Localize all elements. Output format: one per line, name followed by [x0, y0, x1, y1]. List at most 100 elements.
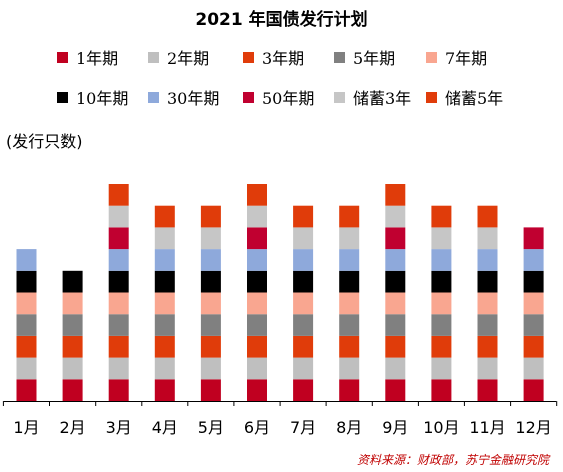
bar-segment [108, 249, 129, 271]
bar-segment [154, 335, 175, 358]
bar-segment [108, 270, 129, 293]
bar-segment [200, 379, 221, 401]
x-tick-label: 12月 [515, 418, 551, 437]
x-tick-label: 1月 [13, 418, 39, 437]
bar-segment [431, 314, 452, 336]
source-note: 资料来源：财政部，苏宁金融研究院 [356, 453, 549, 467]
bar-segment [431, 270, 452, 293]
bar-segment [62, 357, 83, 380]
bar-segment [339, 379, 360, 401]
bar-segment [293, 292, 314, 315]
bar-segment [431, 227, 452, 250]
bar-segment [523, 227, 544, 250]
bar-segment [523, 292, 544, 315]
bar-segment [477, 227, 498, 250]
legend-label: 储蓄5年 [445, 89, 504, 108]
bar-segment [62, 335, 83, 358]
bar-segment [16, 379, 37, 401]
bar-segment [523, 379, 544, 401]
bar-segment [247, 227, 267, 250]
bar-segment [293, 379, 314, 401]
bar-segment [16, 270, 37, 293]
bar-segment [154, 357, 175, 380]
bar-segment [385, 314, 406, 336]
bar-segment [293, 205, 314, 228]
x-tick-label: 5月 [198, 418, 224, 437]
bar-segment [523, 314, 544, 336]
bar-segment [477, 357, 498, 380]
x-tick-label: 8月 [336, 418, 362, 437]
bar-segment [385, 184, 406, 206]
x-tick-label: 9月 [382, 418, 408, 437]
bar-segment [523, 249, 544, 271]
bar-segment [16, 292, 37, 315]
bar-segment [247, 184, 267, 206]
bar-segment [431, 335, 452, 358]
bar-segment [523, 357, 544, 380]
bar-segment [154, 227, 175, 250]
bar-segment [339, 249, 360, 271]
bar-segment [247, 205, 267, 228]
bar-segment [154, 249, 175, 271]
bar-segment [154, 292, 175, 315]
bar-segment [247, 379, 267, 401]
bar-segment [293, 227, 314, 250]
bar-segment [385, 205, 406, 228]
bar-segment [385, 357, 406, 380]
bar-segment [431, 249, 452, 271]
legend-label: 1年期 [76, 49, 119, 68]
legend-item-8: 储蓄3年 [334, 90, 411, 108]
legend-swatch [426, 92, 437, 103]
legend-swatch [243, 92, 254, 103]
bar-segment [385, 379, 406, 401]
bar-segment [431, 357, 452, 380]
legend-swatch [57, 92, 68, 103]
x-tick-label: 10月 [423, 418, 459, 437]
legend-item-1: 2年期 [148, 50, 209, 68]
bar-segment [200, 292, 221, 315]
bar-segment [200, 270, 221, 293]
bar-segment [200, 227, 221, 250]
legend-item-9: 储蓄5年 [426, 90, 503, 108]
bar-segment [108, 314, 129, 336]
bar-segment [108, 205, 129, 228]
legend-item-2: 3年期 [243, 50, 304, 68]
bar-segment [16, 335, 37, 358]
legend-swatch [334, 92, 345, 103]
bar-segment [431, 205, 452, 228]
legend-label: 50年期 [262, 89, 315, 108]
bar-segment [339, 335, 360, 358]
legend-item-0: 1年期 [57, 50, 118, 68]
legend-swatch [148, 92, 159, 103]
bar-segment [200, 335, 221, 358]
bar-segment [293, 270, 314, 293]
bar-segment [108, 184, 129, 206]
bar-segment [477, 314, 498, 336]
bar-segment [339, 227, 360, 250]
bar-segment [108, 335, 129, 358]
bar-segment [154, 379, 175, 401]
legend-label: 7年期 [445, 49, 488, 68]
bar-segment [477, 335, 498, 358]
bar-segment [200, 249, 221, 271]
bar-segment [62, 270, 83, 293]
bar-segment [247, 357, 267, 380]
bar-segment [247, 314, 267, 336]
bar-segment [200, 314, 221, 336]
bar-segment [62, 314, 83, 336]
bar-segment [385, 335, 406, 358]
bar-segment [477, 292, 498, 315]
bar-segment [385, 292, 406, 315]
bar-segment [339, 270, 360, 293]
y-axis-label: (发行只数) [6, 132, 83, 151]
legend-item-7: 50年期 [243, 90, 314, 108]
bar-segment [200, 205, 221, 228]
legend-item-3: 5年期 [334, 50, 395, 68]
legend-item-6: 30年期 [148, 90, 219, 108]
bar-segment [339, 357, 360, 380]
x-tick-label: 3月 [106, 418, 132, 437]
bar-segment [523, 270, 544, 293]
bar-segment [247, 292, 267, 315]
bar-segment [108, 379, 129, 401]
